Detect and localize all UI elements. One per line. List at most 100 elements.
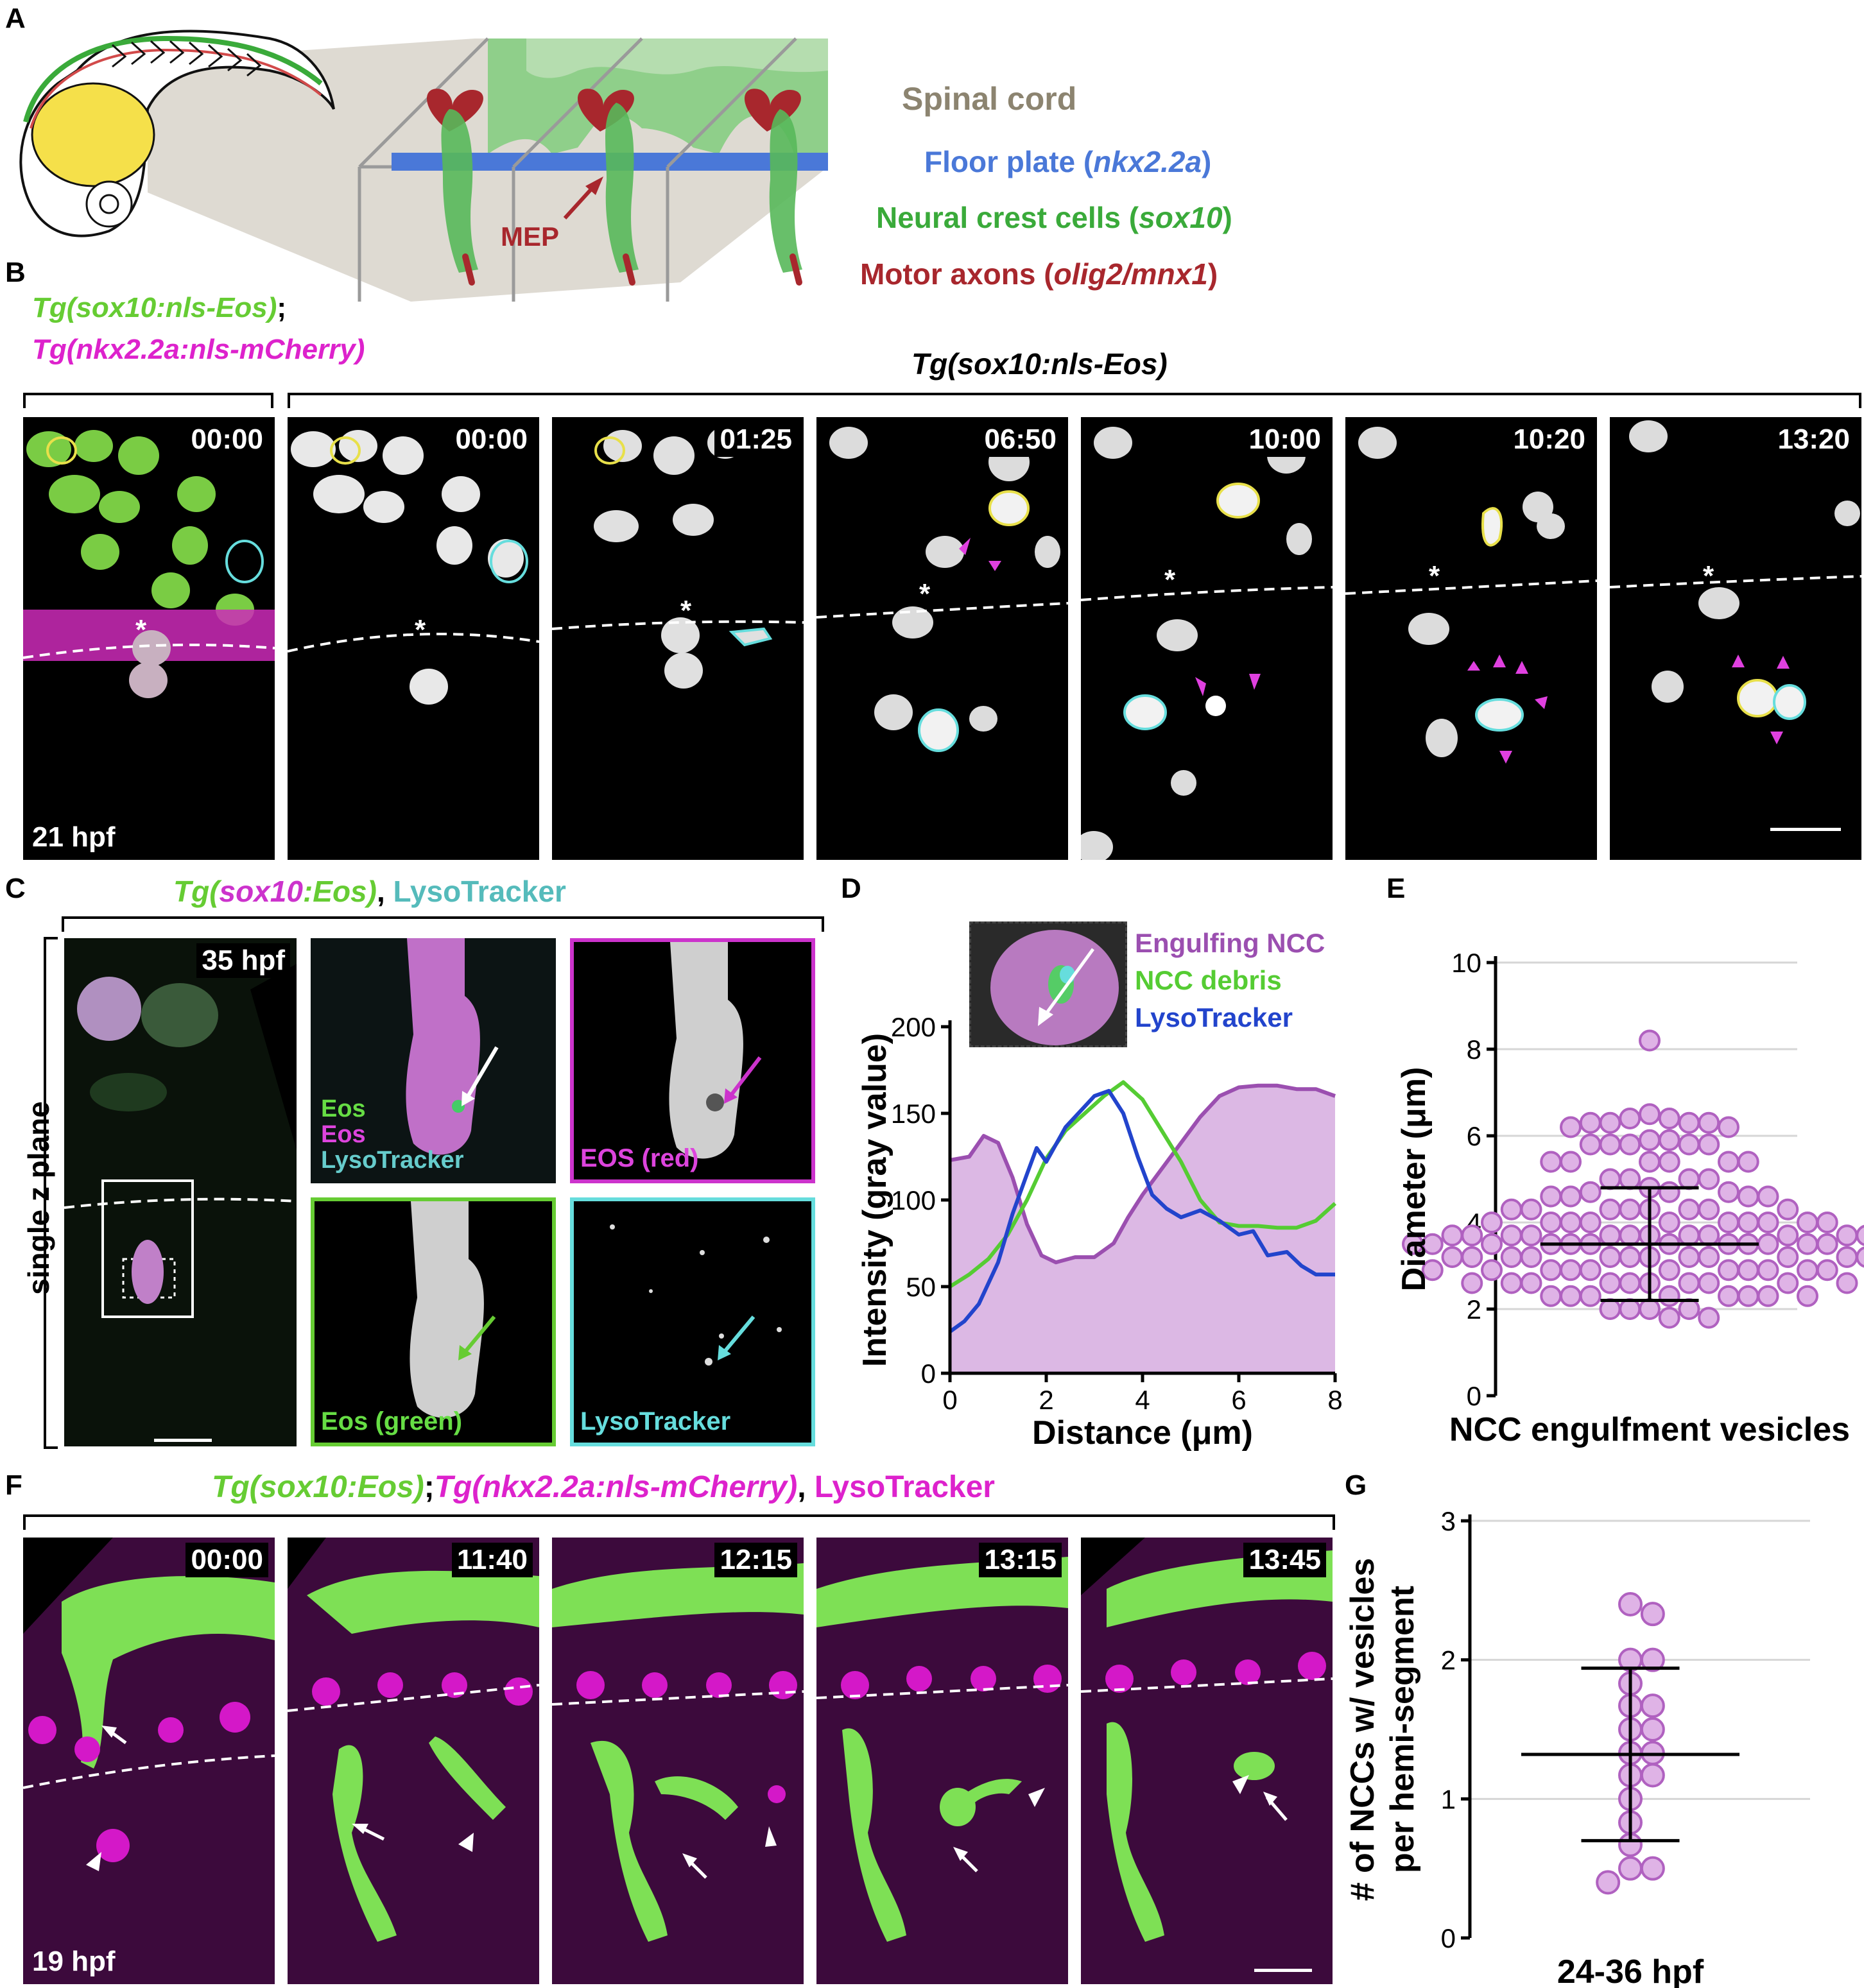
panel-label-g: G [1345,1470,1367,1501]
data-point [1658,1212,1680,1233]
y-tick-label: 200 [891,1012,936,1042]
spinal-cord-white [526,39,828,78]
panel-c-overview: 35 hpf [64,938,297,1446]
d-legend-engulfing: Engulfing NCC [1135,928,1325,958]
legend-floor-plate-close: ) [1202,145,1212,178]
data-point [1797,1233,1818,1255]
y-tick-label: 50 [906,1272,936,1302]
panel-f-header: Tg(sox10:Eos);Tg(nkx2.2a:nls-mCherry), L… [212,1470,995,1505]
y-tick-label: 10 [1451,948,1481,978]
panel-c-sox: sox10 [219,875,303,908]
panel-f-h1: Tg(sox10:Eos) [212,1470,424,1504]
y-tick-label: 6 [1467,1121,1481,1151]
panel-b-frame-merge: * 00:00 21 hpf [23,417,275,860]
embryo-neural-tube-green [23,35,323,123]
data-point [1640,1647,1665,1672]
y-axis-label: Diameter (μm) [1395,1067,1433,1292]
timestamp-b-3: 06:50 [979,422,1062,457]
legend-floor-plate-text: Floor plate ( [924,145,1094,178]
x-axis-label: 24-36 hpf [1557,1953,1704,1988]
panel-c-side-bracket [44,937,58,1449]
panel-label-a: A [5,3,26,34]
data-point [1737,1285,1759,1307]
yolk [31,82,155,187]
panel-c-bracket [62,916,824,932]
y-tick-label: 8 [1467,1034,1481,1065]
legend-motor-axons-text: Motor axons ( [860,257,1054,291]
svg-text:*: * [1164,564,1176,596]
x-tick-label: 8 [1327,1385,1342,1415]
panel-b-header-left-line2: Tg(nkx2.2a:nls-mCherry) [32,334,365,365]
data-point [1596,1870,1621,1895]
data-point [1797,1212,1818,1233]
x-tick-label: 2 [1039,1385,1053,1415]
data-point [1599,1246,1621,1268]
data-point [1718,1259,1739,1281]
data-point [1816,1259,1838,1281]
legend-motor-axons-gene: olig2/mnx1 [1053,257,1208,291]
data-point [1658,1108,1680,1129]
data-point [1816,1212,1838,1233]
data-point [1640,1763,1665,1788]
data-point [1757,1259,1779,1281]
svg-text:*: * [919,578,931,610]
data-point [1678,1198,1700,1221]
data-point [1599,1298,1621,1320]
panel-label-c: C [5,873,26,904]
panel-c-sep: , [376,875,385,908]
data-point [1698,1246,1720,1268]
y-axis-label: Intensity (gray value) [856,1033,893,1367]
data-point [1639,1298,1661,1320]
data-point [1658,1129,1680,1151]
data-point [1777,1272,1799,1294]
data-point [1658,1285,1680,1307]
data-point [1658,1151,1680,1173]
data-point [1599,1133,1621,1156]
d-legend-lyso: LysoTracker [1135,1002,1293,1033]
data-point [1619,1198,1641,1221]
series-line-2 [949,1088,1335,1333]
panel-f-frame-3: 13:15 [816,1538,1068,1984]
x-tick-label: 0 [942,1385,957,1415]
timestamp-b-5: 10:20 [1508,422,1591,457]
hpf-c: 35 hpf [196,943,290,978]
panel-f-frame-2: 12:15 [552,1538,804,1984]
panel-b-frame-4: * 10:00 [1081,417,1333,860]
panel-d-inset [969,921,1127,1047]
data-point [1777,1224,1799,1247]
data-point [1619,1133,1641,1156]
data-point [1619,1246,1641,1268]
data-point [1618,1856,1643,1881]
data-point [1797,1259,1818,1281]
data-point [1619,1224,1641,1247]
data-point [1540,1212,1562,1233]
data-point [1737,1212,1759,1233]
panel-label-f: F [5,1470,22,1501]
data-point [1797,1285,1818,1307]
data-point [1698,1307,1720,1329]
panel-a-schematic [19,30,828,302]
data-point [1678,1111,1700,1134]
data-point [1639,1029,1661,1052]
data-point [1757,1185,1779,1208]
c-merge-eos-magenta: Eos [321,1121,366,1148]
data-point [1461,1224,1483,1247]
svg-text:*: * [1429,560,1440,592]
data-point [1718,1116,1739,1138]
data-point [1500,1224,1523,1247]
panel-b-frame-2: * 01:25 [552,417,804,860]
data-point [1757,1285,1779,1307]
y-axis-label: per hemi-segment [1384,1586,1421,1873]
data-point [1640,1693,1665,1718]
data-point [1520,1272,1542,1294]
data-point [1579,1111,1601,1134]
data-point [1639,1129,1661,1151]
svg-text:*: * [415,614,426,646]
data-point [1640,1856,1665,1881]
data-point [1421,1259,1444,1281]
data-point [1599,1168,1621,1190]
legend-neural-crest: Neural crest cells (sox10) [876,200,1232,235]
data-point [1461,1246,1483,1268]
data-point [1500,1272,1523,1294]
